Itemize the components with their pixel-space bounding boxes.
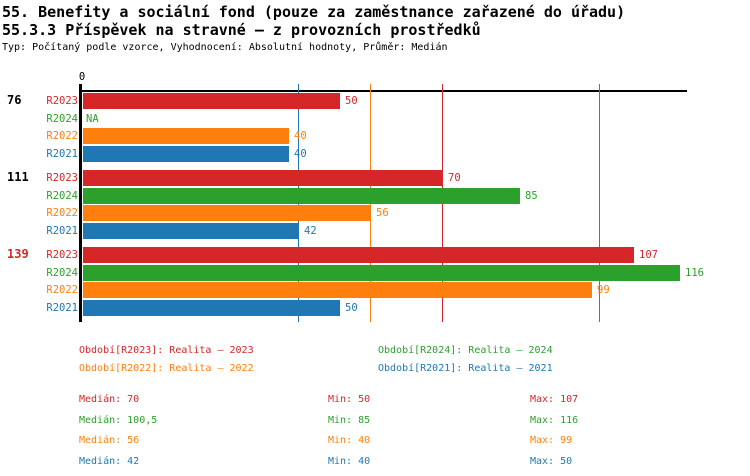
bar-value-label: 56 [376,207,389,219]
series-row-label-R2022: R2022 [46,284,78,296]
y-axis-line [79,84,82,322]
bar-value-label: 70 [448,172,461,184]
legend-item-R2022: Období[R2022]: Realita – 2022 [79,363,254,375]
legend-item-R2021: Období[R2021]: Realita – 2021 [378,363,553,375]
group-label: 139 [7,247,29,261]
group-label: 76 [7,93,22,107]
stat-median-R2023: Medián: 70 [79,394,140,405]
series-row-label-R2022: R2022 [46,207,78,219]
group-label: 111 [7,170,29,184]
stat-min-R2024: Min: 85 [328,415,371,426]
stat-median-R2024: Medián: 100,5 [79,415,158,426]
series-row-label-R2021: R2021 [46,148,78,160]
series-row-label-R2022: R2022 [46,130,78,142]
bar-value-label: 50 [345,302,358,314]
median-gridline-R2024 [599,84,600,322]
bar-value-label: 42 [304,225,317,237]
bar-value-label: 85 [525,190,538,202]
bar-R2021 [83,223,299,239]
bar-value-label: 107 [639,249,658,261]
stat-max-R2024: Max: 116 [530,415,579,426]
series-row-label-R2021: R2021 [46,225,78,237]
x-axis-origin-label: 0 [78,71,86,83]
stat-min-R2022: Min: 40 [328,435,371,446]
report-title-line1: 55. Benefity a sociální fond (pouze za z… [2,3,626,21]
bar-R2024 [83,265,680,281]
bar-value-label: 99 [597,284,610,296]
na-label: NA [86,113,99,125]
series-row-label-R2023: R2023 [46,172,78,184]
stat-median-R2021: Medián: 42 [79,456,140,467]
bar-R2022 [83,128,289,144]
series-row-label-R2023: R2023 [46,249,78,261]
legend-item-R2024: Období[R2024]: Realita – 2024 [378,345,553,356]
bar-R2022 [83,205,371,221]
bar-R2023 [83,247,634,263]
legend-item-R2023: Období[R2023]: Realita – 2023 [79,345,254,356]
bar-value-label: 50 [345,95,358,107]
series-row-label-R2024: R2024 [46,113,78,125]
stat-max-R2023: Max: 107 [530,394,579,405]
report-title-line2: 55.3.3 Příspěvek na stravné – z provozní… [2,21,481,39]
series-row-label-R2024: R2024 [46,190,78,202]
bar-R2021 [83,146,289,162]
stat-max-R2022: Max: 99 [530,435,573,446]
bar-R2022 [83,282,592,298]
bar-R2021 [83,300,340,316]
bar-R2023 [83,170,443,186]
bar-value-label: 116 [685,267,704,279]
series-row-label-R2023: R2023 [46,95,78,107]
bar-value-label: 40 [294,148,307,160]
series-row-label-R2021: R2021 [46,302,78,314]
stat-max-R2021: Max: 50 [530,456,573,467]
bar-R2023 [83,93,340,109]
x-axis-line [79,90,687,92]
stat-min-R2023: Min: 50 [328,394,371,405]
bar-R2024 [83,188,520,204]
bar-value-label: 40 [294,130,307,142]
stat-median-R2022: Medián: 56 [79,435,140,446]
series-row-label-R2024: R2024 [46,267,78,279]
stat-min-R2021: Min: 40 [328,456,371,467]
report-meta-line: Typ: Počítaný podle vzorce, Vyhodnocení:… [2,42,448,53]
